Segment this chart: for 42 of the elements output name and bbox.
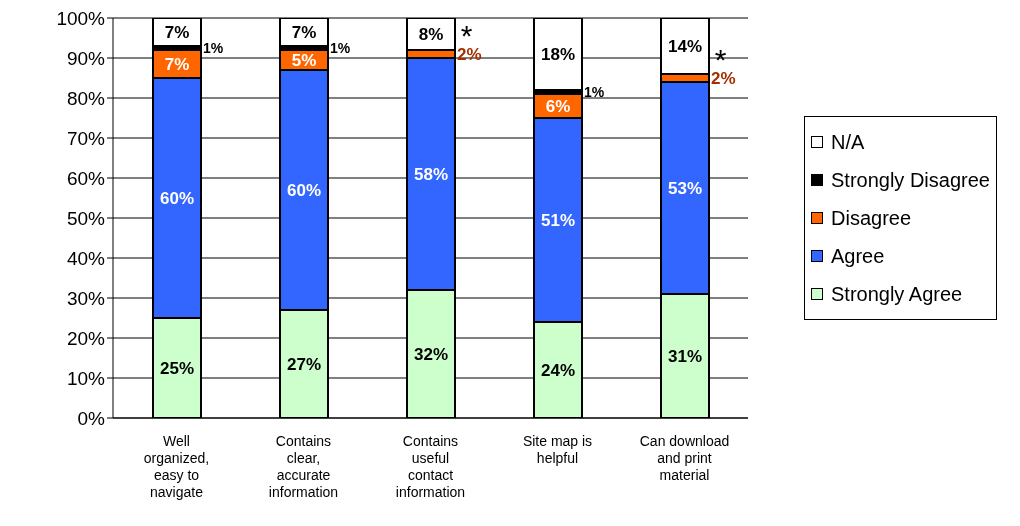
data-label: 27% xyxy=(286,355,322,374)
y-tick-label: 40% xyxy=(66,247,106,269)
legend-label: N/A xyxy=(831,130,865,154)
y-tick-label: 90% xyxy=(66,47,106,69)
x-tick-label: Contains clear, accurate information xyxy=(268,433,339,500)
y-tick-label: 100% xyxy=(56,7,106,29)
y-tick-label: 80% xyxy=(66,87,106,109)
data-label: 1% xyxy=(584,84,605,100)
data-label: 60% xyxy=(286,181,322,200)
data-label: 18% xyxy=(540,45,576,64)
legend-label: Strongly Agree xyxy=(831,282,963,306)
y-tick-label: 70% xyxy=(66,127,106,149)
x-tick-label: Well organized, easy to navigate xyxy=(143,433,210,500)
legend-label: Agree xyxy=(831,244,885,268)
y-tick-label: 0% xyxy=(77,407,106,429)
x-tick-label: Site map is helpful xyxy=(522,433,593,466)
data-label: 7% xyxy=(164,23,190,42)
y-tick-label: 50% xyxy=(66,207,106,229)
y-tick-label: 60% xyxy=(66,167,106,189)
data-label: 32% xyxy=(413,345,449,364)
data-label: 25% xyxy=(159,359,195,378)
data-label: 6% xyxy=(545,97,571,116)
data-label: 8% xyxy=(418,25,444,44)
legend-label: Strongly Disagree xyxy=(831,168,990,192)
legend-label: Disagree xyxy=(831,206,912,230)
y-tick-label: 20% xyxy=(66,327,106,349)
data-label: 31% xyxy=(667,347,703,366)
data-label: 1% xyxy=(203,40,224,56)
data-label: 7% xyxy=(164,55,190,74)
x-tick-label: Contains useful contact information xyxy=(395,433,466,500)
data-label: 60% xyxy=(159,189,195,208)
data-label: 51% xyxy=(540,211,576,230)
data-label: 5% xyxy=(291,51,317,70)
data-label: 24% xyxy=(540,361,576,380)
data-label: 7% xyxy=(291,23,317,42)
data-label: 1% xyxy=(330,40,351,56)
data-label: 14% xyxy=(667,37,703,56)
x-tick-label: Can download and print material xyxy=(639,433,730,483)
y-tick-label: 30% xyxy=(66,287,106,309)
data-label: 53% xyxy=(667,179,703,198)
data-label: 58% xyxy=(413,165,449,184)
y-tick-label: 10% xyxy=(66,367,106,389)
